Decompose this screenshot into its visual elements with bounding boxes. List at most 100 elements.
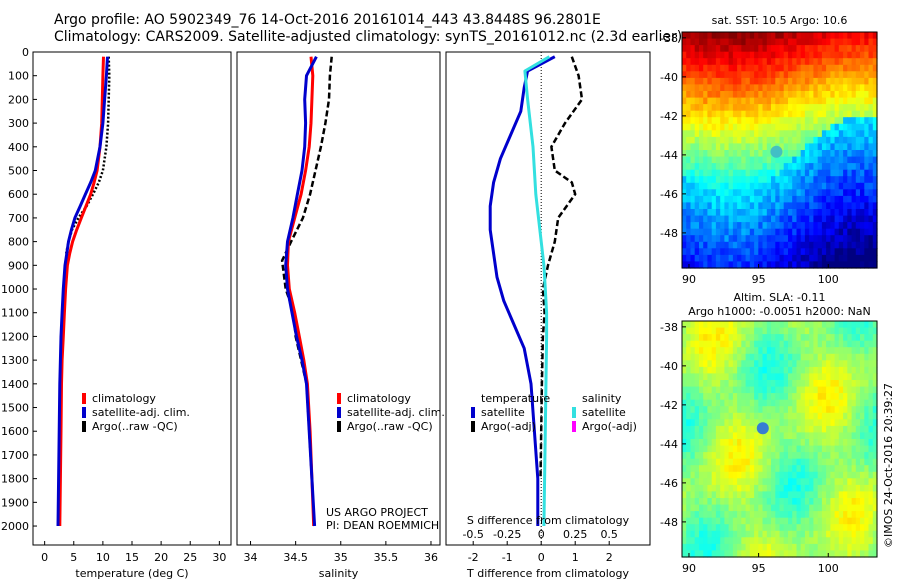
y-tick-label: -46 (660, 477, 678, 490)
legend-swatch (572, 407, 576, 418)
salinity-panel: 34 34.5 35 35.5 36 salinity climatologysatelli… (236, 51, 445, 580)
x-axis-label: temperature (deg C) (75, 567, 188, 580)
top-x-tick-label: 0.5 (600, 528, 618, 541)
map-title-line-1: Altim. SLA: -0.11 (733, 291, 825, 304)
x-tick-label: 95 (752, 562, 766, 575)
x-tick-label: 36 (424, 551, 438, 564)
y-tick-label: 2000 (1, 520, 29, 533)
x-tick-label: -1 (502, 551, 513, 564)
profile-location-marker (770, 145, 783, 158)
legend-label: climatology (92, 392, 156, 405)
series-line-argo-raw-qc- (280, 56, 333, 479)
legend-title-salinity: salinity (582, 392, 622, 405)
sla-map-panel: -38 -40 -42 -44 -46 -48 90 95 100 Altim. SLA: -0.… (660, 291, 878, 575)
y-tick-label: -40 (660, 360, 678, 373)
y-tick-label: 1100 (1, 307, 29, 320)
y-tick-label: -42 (660, 399, 678, 412)
legend-label: satellite-adj. clim. (347, 406, 445, 419)
top-x-tick-label: -0.5 (462, 528, 483, 541)
y-tick-label: 500 (8, 165, 29, 178)
x-tick-label: 34.5 (283, 551, 308, 564)
x-tick-label: 2 (606, 551, 613, 564)
series-line-satellite-adj-clim- (56, 56, 109, 527)
x-tick-label: -2 (468, 551, 479, 564)
y-tick-label: 300 (8, 117, 29, 130)
y-tick-label: 200 (8, 93, 29, 106)
y-tick-label: -38 (660, 321, 678, 334)
sst-map-panel: -38 -40 -42 -44 -46 -48 90 95 100 sat. SST: 10.5 … (660, 14, 878, 286)
map-frame (681, 320, 878, 558)
legend-swatch (471, 407, 475, 418)
legend-swatch (471, 421, 475, 432)
y-tick-label: 1500 (1, 402, 29, 415)
plot-area (445, 51, 651, 546)
y-tick-label: 0 (22, 46, 29, 59)
x-tick-label: 35 (334, 551, 348, 564)
x-tick-label: 35.5 (374, 551, 399, 564)
top-x-axis-label: S difference from climatology (467, 514, 630, 527)
y-tick-label: -42 (660, 110, 678, 123)
y-tick-label: -44 (660, 438, 678, 451)
imos-timestamp: ©IMOS 24-Oct-2016 20:39:27 (882, 383, 895, 548)
x-tick-label: 25 (183, 551, 197, 564)
profile-location-marker (756, 422, 769, 435)
project-label: US ARGO PROJECT (326, 506, 428, 519)
y-tick-label: 800 (8, 236, 29, 249)
x-axis-label: salinity (319, 567, 359, 580)
map-frame (681, 31, 878, 269)
x-tick-label: 20 (154, 551, 168, 564)
legend-swatch (572, 421, 576, 432)
legend-label: satellite (481, 406, 525, 419)
x-tick-label: 34 (244, 551, 258, 564)
y-tick-label: 1000 (1, 283, 29, 296)
y-tick-label: 1700 (1, 449, 29, 462)
y-tick-label: -48 (660, 227, 678, 240)
y-tick-label: 400 (8, 141, 29, 154)
legend-label: Argo(..raw -QC) (92, 420, 178, 433)
x-tick-label: 15 (125, 551, 139, 564)
y-tick-label: 1300 (1, 354, 29, 367)
y-tick-label: -38 (660, 32, 678, 45)
x-tick-label: 95 (752, 273, 766, 286)
pi-label: PI: DEAN ROEMMICH (326, 519, 439, 532)
legend-label: satellite-adj. clim. (92, 406, 190, 419)
x-axis-label: T difference from climatology (466, 567, 629, 580)
series-line-argo-adj- (539, 56, 584, 479)
figure-title-line2: Climatology: CARS2009. Satellite-adjuste… (54, 29, 683, 45)
y-tick-label: -48 (660, 516, 678, 529)
plot-area (236, 51, 441, 546)
map-title-line-1: sat. SST: 10.5 Argo: 10.6 (712, 14, 848, 27)
legend-label: satellite (582, 406, 626, 419)
legend-swatch (82, 393, 86, 404)
x-tick-label: 30 (212, 551, 226, 564)
x-tick-label: 10 (96, 551, 110, 564)
y-tick-label: 900 (8, 259, 29, 272)
series-line-satellite (523, 55, 551, 527)
figure-title-line1: Argo profile: AO 5902349_76 14-Oct-2016 … (54, 12, 601, 28)
legend-label: Argo(-adj) (481, 420, 536, 433)
y-tick-label: 600 (8, 188, 29, 201)
sst-heatmap-cells (682, 32, 878, 269)
x-tick-label: 100 (818, 562, 839, 575)
legend-label: Argo(-adj) (582, 420, 637, 433)
legend-label: Argo(..raw -QC) (347, 420, 433, 433)
temperature-panel: 0100200300400500600700800900100011001200… (1, 46, 232, 580)
map-title-line-2: Argo h1000: -0.0051 h2000: NaN (688, 305, 871, 318)
x-tick-label: 90 (682, 273, 696, 286)
x-tick-label: 1 (572, 551, 579, 564)
legend-swatch (337, 393, 341, 404)
y-tick-label: 1200 (1, 330, 29, 343)
sla-heatmap-cells (682, 321, 878, 558)
x-tick-label: 90 (682, 562, 696, 575)
legend-swatch (82, 407, 86, 418)
x-tick-label: 100 (818, 273, 839, 286)
x-tick-label: 0 (538, 551, 545, 564)
x-tick-label: 5 (70, 551, 77, 564)
difference-panel: -2 -1 0 1 2 T difference from climatology -0.5… (445, 51, 651, 580)
y-tick-label: 1600 (1, 425, 29, 438)
top-x-tick-label: 0.25 (563, 528, 588, 541)
y-tick-label: -44 (660, 149, 678, 162)
y-tick-label: 1400 (1, 378, 29, 391)
y-tick-label: 700 (8, 212, 29, 225)
